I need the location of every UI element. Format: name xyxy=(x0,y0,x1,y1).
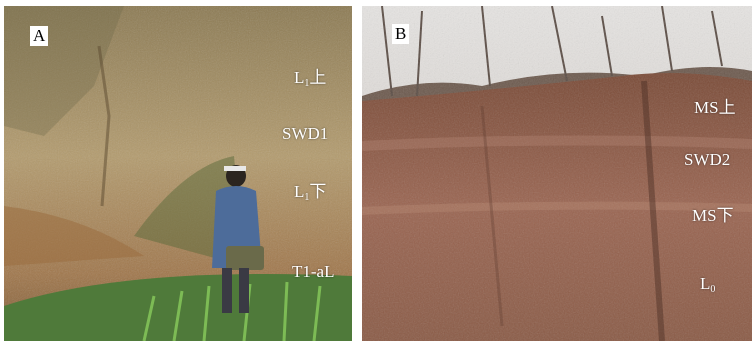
panel-letter-b: B xyxy=(392,24,410,44)
photo-panel-a: A L1上 SWD1 L1下 T1-aL xyxy=(4,6,352,341)
layer-label-l1-lower: L1下 xyxy=(294,182,327,203)
layer-label-ms-lower: MS下 xyxy=(692,206,734,225)
loess-section-photo-b xyxy=(362,6,752,341)
panel-letter-a: A xyxy=(30,26,49,46)
layer-label-swd2: SWD2 xyxy=(684,150,731,169)
layer-label-swd1: SWD1 xyxy=(282,124,329,143)
loess-section-photo-a xyxy=(4,6,352,341)
photo-panel-b: B MS上 SWD2 MS下 L0 xyxy=(362,6,752,341)
layer-label-ms-upper: MS上 xyxy=(694,98,736,117)
layer-label-l1-upper: L1上 xyxy=(294,68,327,89)
layer-label-t1-al: T1-aL xyxy=(292,262,335,281)
layer-label-l0: L0 xyxy=(700,274,716,295)
